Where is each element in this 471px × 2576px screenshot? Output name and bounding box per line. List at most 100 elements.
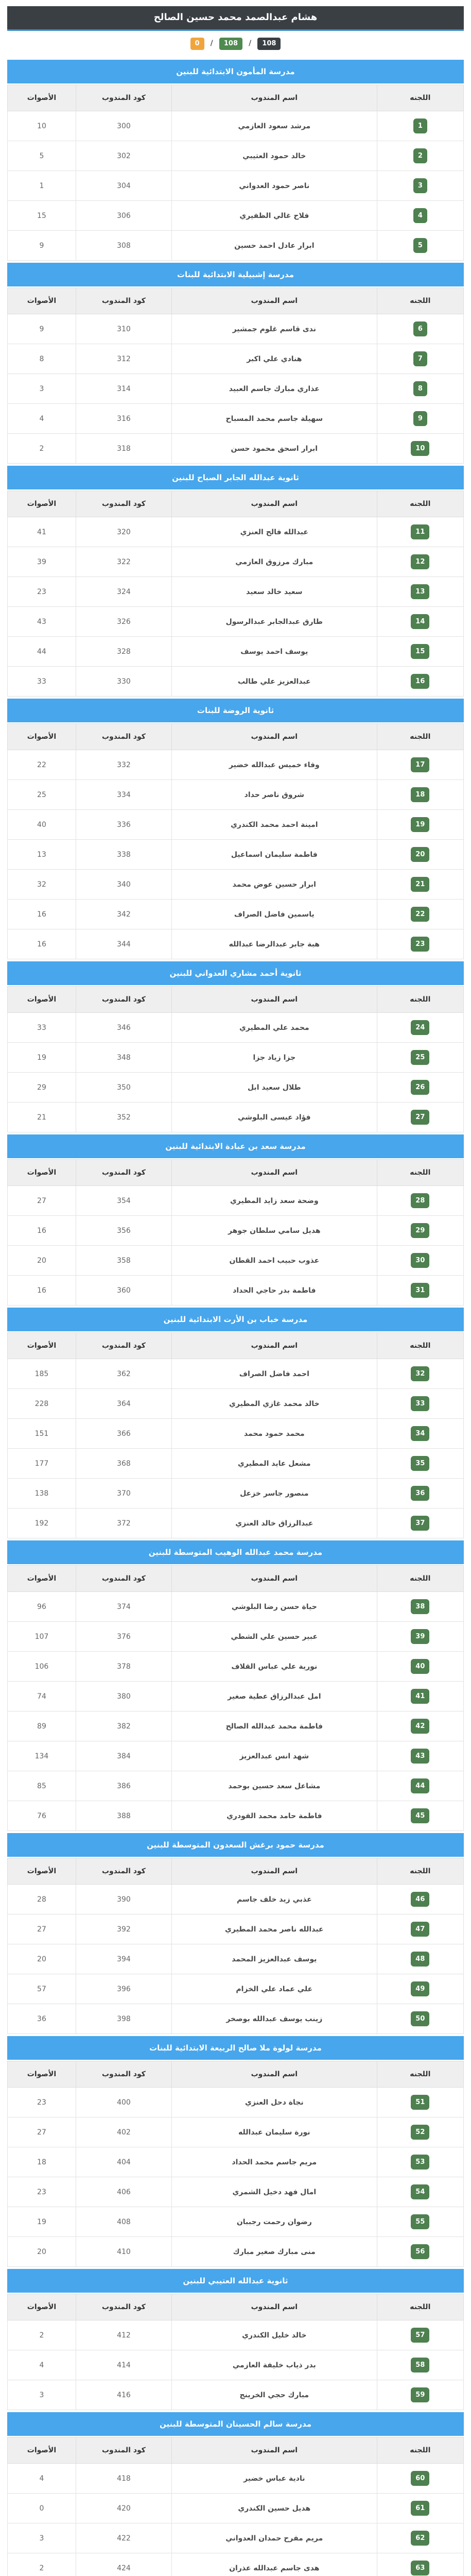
votes-value: 32	[37, 880, 46, 889]
committee-cell: 44	[376, 1771, 464, 1801]
committee-number-badge[interactable]: 3	[413, 178, 427, 193]
committee-number-badge[interactable]: 17	[411, 757, 430, 772]
column-header-delegate-code: كود المندوب	[75, 1332, 172, 1359]
committee-number-badge[interactable]: 49	[411, 1981, 430, 1996]
column-header-committee: اللجنه	[376, 2061, 464, 2088]
committee-number-badge[interactable]: 23	[411, 937, 430, 952]
committee-number-badge[interactable]: 2	[413, 148, 427, 163]
delegate-code-cell: 368	[75, 1448, 172, 1479]
delegate-name-cell: محمد علي المطيري	[171, 1012, 377, 1043]
committee-number-badge[interactable]: 57	[411, 2328, 430, 2343]
table-row: 56 منى مبارك صغير مبارك 410 20	[7, 2236, 464, 2267]
committee-cell: 46	[376, 1884, 464, 1914]
delegate-code-cell: 326	[75, 606, 172, 637]
committee-number-badge[interactable]: 20	[411, 847, 430, 862]
delegate-code-cell: 410	[75, 2236, 172, 2267]
committee-number-badge[interactable]: 12	[411, 554, 430, 569]
committee-number-badge[interactable]: 11	[411, 524, 430, 539]
committee-number-badge[interactable]: 24	[411, 1020, 430, 1035]
committee-number-badge[interactable]: 62	[411, 2531, 430, 2546]
committee-number-badge[interactable]: 43	[411, 1749, 430, 1764]
committee-number-badge[interactable]: 13	[411, 584, 430, 599]
committee-number-badge[interactable]: 40	[411, 1659, 430, 1674]
committee-number-badge[interactable]: 56	[411, 2244, 430, 2259]
committee-number-badge[interactable]: 33	[411, 1396, 430, 1411]
committee-number-badge[interactable]: 18	[411, 787, 430, 802]
committee-number-badge[interactable]: 34	[411, 1426, 430, 1441]
column-header-committee: اللجنه	[376, 1565, 464, 1592]
committee-number-badge[interactable]: 27	[411, 1110, 430, 1125]
committee-number-badge[interactable]: 5	[413, 238, 427, 253]
delegate-name: هدى جاسم عبدالله عذران	[229, 2564, 320, 2572]
committee-number-badge[interactable]: 39	[411, 1629, 430, 1644]
committee-number-badge[interactable]: 36	[411, 1486, 430, 1501]
committee-number-badge[interactable]: 42	[411, 1719, 430, 1734]
committee-number-badge[interactable]: 45	[411, 1808, 430, 1823]
votes-value: 16	[37, 910, 46, 919]
votes-cell: 41	[7, 517, 76, 547]
committee-number-badge[interactable]: 14	[411, 614, 430, 629]
committee-number-badge[interactable]: 46	[411, 1892, 430, 1907]
committee-number-badge[interactable]: 52	[411, 2125, 430, 2140]
committee-number-badge[interactable]: 7	[413, 351, 427, 366]
committee-number-badge[interactable]: 1	[413, 118, 427, 133]
committee-number-badge[interactable]: 63	[411, 2561, 430, 2575]
committee-number-badge[interactable]: 59	[411, 2387, 430, 2402]
committee-number-badge[interactable]: 35	[411, 1456, 430, 1471]
committee-number-badge[interactable]: 58	[411, 2358, 430, 2372]
committee-number-badge[interactable]: 37	[411, 1516, 430, 1531]
committee-number-badge[interactable]: 60	[411, 2471, 430, 2486]
committee-number-badge[interactable]: 55	[411, 2214, 430, 2229]
delegate-code: 404	[117, 2158, 131, 2166]
committee-number-badge[interactable]: 31	[411, 1283, 430, 1298]
delegate-name: امال فهد دخيل الشمري	[232, 2188, 317, 2196]
delegate-name: سهيلة جاسم محمد المسباح	[225, 414, 323, 423]
committee-number-badge[interactable]: 10	[411, 441, 430, 456]
committee-number-badge[interactable]: 4	[413, 208, 427, 223]
committee-number-badge[interactable]: 26	[411, 1080, 430, 1095]
committee-number-badge[interactable]: 61	[411, 2501, 430, 2516]
committee-number-badge[interactable]: 15	[411, 644, 430, 659]
delegate-code: 346	[117, 1023, 131, 1032]
committee-number-badge[interactable]: 6	[413, 321, 427, 336]
committee-number-badge[interactable]: 53	[411, 2155, 430, 2170]
committee-number-badge[interactable]: 38	[411, 1599, 430, 1614]
committee-number-badge[interactable]: 32	[411, 1366, 430, 1381]
delegate-code-cell: 404	[75, 2147, 172, 2177]
committee-number-badge[interactable]: 50	[411, 2011, 430, 2026]
committee-number-badge[interactable]: 16	[411, 674, 430, 689]
committee-number-badge[interactable]: 30	[411, 1253, 430, 1268]
school-section: مدرسة محمد عبدالله الوهيب المتوسطة للبني…	[7, 1540, 464, 1831]
votes-value: 57	[37, 1985, 46, 1993]
committee-number-badge[interactable]: 41	[411, 1689, 430, 1704]
votes-value: 151	[34, 1429, 49, 1438]
committee-number-badge[interactable]: 8	[413, 381, 427, 396]
delegate-name: محمد علي المطيري	[239, 1023, 309, 1032]
delegate-name-cell: طارق عبدالجابر عبدالرسول	[171, 606, 377, 637]
delegate-name: مبارك حجي الخرينج	[239, 2391, 309, 2399]
committee-number-badge[interactable]: 25	[411, 1050, 430, 1065]
delegate-name: ناصر حمود العدواني	[239, 181, 310, 190]
delegate-code-cell: 356	[75, 1215, 172, 1246]
votes-value: 3	[39, 2534, 44, 2543]
votes-cell: 185	[7, 1359, 76, 1389]
committee-number-badge[interactable]: 44	[411, 1778, 430, 1793]
committee-number-badge[interactable]: 22	[411, 907, 430, 922]
column-header-votes: الأصوات	[7, 2061, 76, 2088]
committee-number-badge[interactable]: 29	[411, 1223, 430, 1238]
committee-number-badge[interactable]: 47	[411, 1922, 430, 1937]
delegate-name: منى مبارك صغير مبارك	[233, 2247, 316, 2256]
delegate-name-cell: امال فهد دخيل الشمري	[171, 2177, 377, 2207]
committee-number-badge[interactable]: 54	[411, 2184, 430, 2199]
delegate-name: مبارك مرزوق العازمي	[235, 557, 313, 566]
committee-cell: 43	[376, 1741, 464, 1771]
committee-number-badge[interactable]: 48	[411, 1952, 430, 1967]
table-row: 2 خالد حمود العتيبي 302 5	[7, 141, 464, 171]
committee-number-badge[interactable]: 9	[413, 411, 427, 426]
committee-number-badge[interactable]: 28	[411, 1193, 430, 1208]
votes-cell: 106	[7, 1651, 76, 1682]
committee-number-badge[interactable]: 21	[411, 877, 430, 892]
delegates-table: اللجنه اسم المندوب كود المندوب الأصوات 4…	[7, 1858, 464, 2034]
committee-number-badge[interactable]: 51	[411, 2095, 430, 2110]
committee-number-badge[interactable]: 19	[411, 817, 430, 832]
